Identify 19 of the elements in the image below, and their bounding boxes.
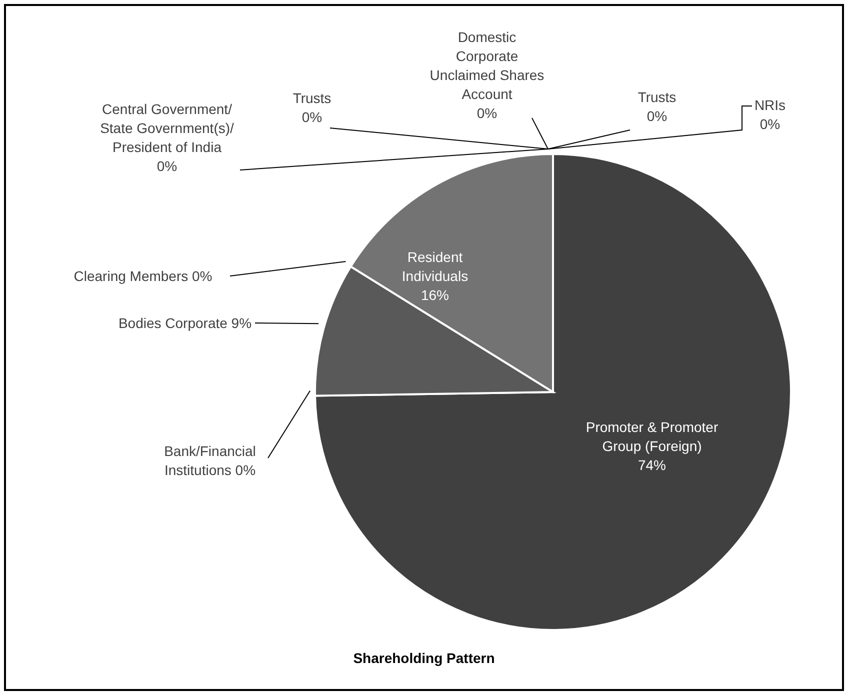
- category-label: Clearing Members 0%: [74, 268, 212, 284]
- text: 0%: [156, 158, 178, 174]
- slice-label: Bodies Corporate 9%: [118, 315, 252, 331]
- category-label: Central Government/ State Government(s)/ President of India: [100, 101, 234, 155]
- category-label: Domestic Corporate Unclaimed Shares Account: [430, 29, 544, 102]
- category-label: Trusts: [292, 90, 332, 106]
- text: 0%: [646, 108, 668, 124]
- text: 0%: [302, 109, 322, 125]
- slice-label: Resident Individuals: [402, 249, 468, 284]
- text: 0%: [760, 116, 780, 132]
- category-label: Trusts: [638, 89, 676, 105]
- category-label: NRIs: [754, 97, 786, 113]
- category-label: Bank/Financial Institutions 0%: [164, 443, 256, 478]
- data-label: 74%: [638, 457, 666, 473]
- pie-slice: [314, 153, 792, 631]
- text: 0%: [476, 105, 498, 121]
- slice-label: Promoter & Promoter Group (Foreign): [586, 419, 718, 454]
- text: Shareholding Pattern: [352, 650, 496, 666]
- data-label: 16%: [420, 287, 450, 303]
